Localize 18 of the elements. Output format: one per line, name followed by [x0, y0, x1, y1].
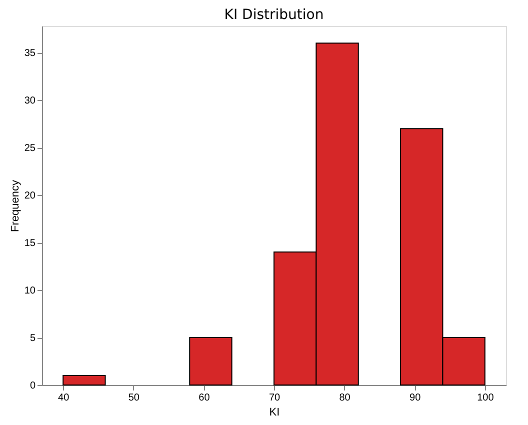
y-axis-title: Frequency — [9, 180, 22, 232]
x-tick-label: 80 — [339, 392, 351, 404]
x-tick-label: 90 — [410, 392, 422, 404]
x-axis-title: KI — [269, 406, 280, 418]
y-tick-label: 20 — [24, 190, 36, 202]
x-tick-label: 100 — [477, 392, 494, 404]
x-tick-label: 70 — [268, 392, 280, 404]
x-tick-label: 60 — [198, 392, 210, 404]
y-tick-label: 5 — [30, 333, 36, 344]
y-tick-label: 25 — [24, 143, 36, 154]
y-tick-label: 0 — [30, 380, 36, 392]
chart-title: KI Distribution — [224, 7, 324, 23]
x-tick-label: 50 — [128, 392, 140, 404]
y-tick-label: 35 — [24, 48, 36, 60]
y-tick-label: 15 — [24, 238, 36, 250]
y-tick-label: 10 — [24, 286, 36, 297]
x-tick-label: 40 — [58, 392, 70, 404]
y-tick-label: 30 — [24, 96, 36, 107]
